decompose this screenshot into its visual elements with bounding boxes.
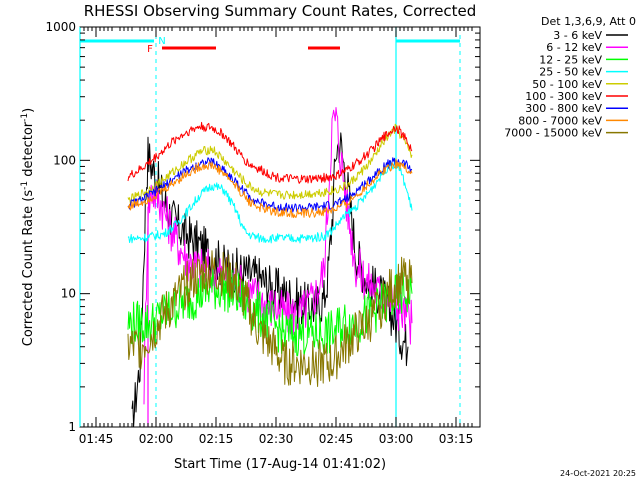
x-tick-label: 02:15 (199, 432, 234, 446)
legend-label: 800 - 7000 keV (518, 114, 602, 127)
flag-letter: F (147, 44, 153, 55)
series-line (127, 250, 413, 387)
y-axis-ticks: 1 10 100 1000 (45, 20, 480, 434)
flag-letter: N (158, 36, 165, 47)
y-tick-label: 100 (53, 153, 76, 167)
y-axis-label-sup1: -1 (20, 181, 30, 190)
x-tick-label: 03:15 (439, 432, 474, 446)
x-axis-label: Start Time (17-Aug-14 01:41:02) (174, 457, 386, 472)
legend-label: 6 - 12 keV (546, 41, 602, 54)
legend-label: 25 - 50 keV (539, 66, 602, 79)
series-line (127, 266, 413, 357)
series-line (127, 158, 413, 219)
series-line (127, 123, 413, 204)
x-tick-label: 02:45 (319, 432, 354, 446)
x-tick-label: 02:30 (259, 432, 294, 446)
legend-label: 300 - 800 keV (525, 102, 602, 115)
y-axis-label-sup2: -1 (20, 113, 30, 122)
y-tick-label: 1000 (45, 20, 76, 34)
y-tick-label: 10 (61, 287, 76, 301)
legend-label: 3 - 6 keV (553, 29, 602, 42)
series-line (127, 157, 413, 213)
x-tick-label: 01:45 (79, 432, 114, 446)
x-tick-label: 02:00 (139, 432, 174, 446)
y-tick-label: 1 (68, 420, 76, 434)
series-layer (127, 107, 413, 428)
legend-label: 100 - 300 keV (525, 90, 602, 103)
y-axis-label-end: ) (21, 108, 36, 113)
x-axis-ticks: 01:45 02:00 02:15 02:30 02:45 03:00 03:15 (79, 27, 474, 446)
legend-label: 50 - 100 keV (532, 78, 602, 91)
x-tick-label: 03:00 (379, 432, 414, 446)
y-axis-label: Corrected Count Rate (s-1 detector-1) (20, 108, 36, 346)
legend-label: 12 - 25 keV (539, 53, 602, 66)
annotation-layer: FN (79, 27, 461, 427)
y-axis-label-main: Corrected Count Rate (s (21, 190, 36, 347)
footer-timestamp: 24-Oct-2021 20:25 (560, 469, 636, 478)
y-axis-label-mid: detector (21, 121, 36, 181)
chart-title: RHESSI Observing Summary Count Rates, Co… (84, 2, 477, 20)
legend-label: 7000 - 15000 keV (504, 127, 602, 140)
series-line (127, 158, 413, 244)
legend-header: Det 1,3,6,9, Att 0 (541, 15, 636, 28)
series-line (127, 121, 413, 184)
plot-area: FN 01:45 02:00 02:15 02:30 02:45 03:00 03:15 1… (45, 20, 481, 446)
series-line (143, 107, 413, 405)
